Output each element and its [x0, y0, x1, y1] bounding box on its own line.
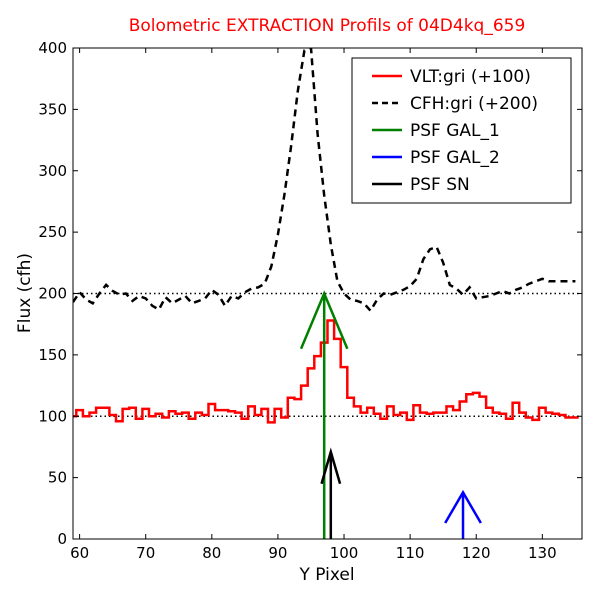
x-tick-label: 70	[136, 544, 155, 562]
legend: VLT:gri (+100) CFH:gri (+200) PSF GAL_1 …	[351, 57, 572, 204]
x-axis-label: Y Pixel	[298, 565, 354, 585]
x-tick-label: 100	[330, 544, 359, 562]
series-line-cfh	[73, 48, 576, 313]
chart-title: Bolometric EXTRACTION Profils of 04D4kq_…	[129, 16, 526, 36]
x-tick-label: 130	[528, 544, 557, 562]
marker-psf-gal-2	[444, 489, 482, 539]
x-tick-label: 90	[268, 544, 287, 562]
x-tick-label: 120	[462, 544, 491, 562]
y-tick-label: 200	[38, 285, 67, 303]
legend-label-psf-gal-1: PSF GAL_1	[410, 121, 500, 141]
legend-label-cfh: CFH:gri (+200)	[410, 94, 538, 114]
legend-label-vlt: VLT:gri (+100)	[410, 67, 531, 87]
y-tick-label: 300	[38, 162, 67, 180]
y-tick-label: 400	[38, 39, 67, 57]
y-tick-label: 350	[38, 100, 67, 118]
marker-psf-gal-1	[299, 290, 349, 539]
marker-psf-sn	[320, 447, 342, 539]
axis-ticks: 60 70 80 90 100 110 120 130 0 50 100 150 200 250 300 35…	[38, 39, 582, 562]
y-tick-label: 0	[57, 530, 67, 548]
x-tick-label: 60	[70, 544, 89, 562]
plot-area: 60 70 80 90 100 110 120 130 0 50 100 150 200 250 300 35…	[38, 39, 583, 562]
legend-label-psf-gal-2: PSF GAL_2	[410, 148, 500, 168]
y-tick-label: 250	[38, 223, 67, 241]
x-tick-label: 80	[202, 544, 221, 562]
legend-label-psf-sn: PSF SN	[410, 175, 470, 195]
y-axis-label: Flux (cfh)	[15, 253, 35, 333]
y-tick-label: 150	[38, 346, 67, 364]
marker-layer	[299, 290, 482, 539]
y-tick-label: 100	[38, 407, 67, 425]
y-tick-label: 50	[48, 469, 67, 487]
x-tick-label: 110	[396, 544, 425, 562]
